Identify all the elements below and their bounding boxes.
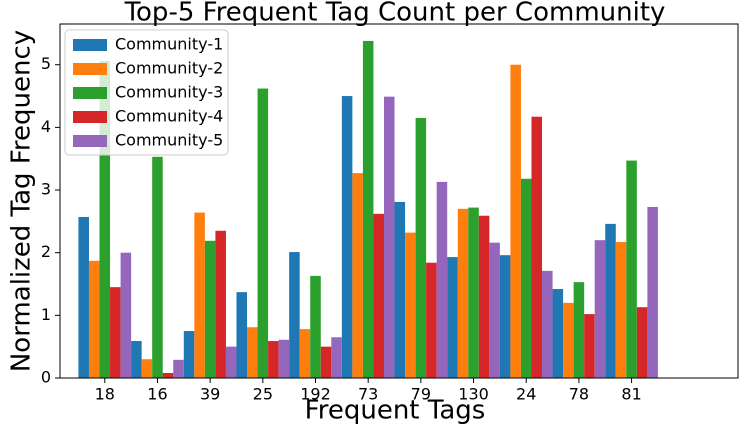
x-tick-label: 39: [200, 385, 220, 404]
bar: [88, 260, 100, 378]
bar: [99, 60, 111, 379]
bar: [594, 240, 606, 378]
bar: [215, 230, 226, 378]
x-tick-label: 192: [300, 385, 331, 404]
bar: [289, 252, 300, 378]
x-tick-label: 25: [253, 385, 273, 404]
bar: [405, 232, 416, 378]
bar: [415, 117, 427, 378]
x-tick-label: 79: [411, 385, 431, 404]
y-tick-label: 5: [41, 54, 51, 73]
x-axis-label: Frequent Tags: [305, 396, 486, 426]
bar: [531, 116, 543, 379]
y-axis-label: Normalized Tag Frequency: [7, 30, 37, 372]
bar: [120, 252, 132, 378]
bar: [394, 201, 406, 378]
legend-label: Community-3: [115, 83, 223, 102]
bar: [78, 216, 89, 378]
legend-label: Community-1: [115, 35, 223, 54]
bar: [552, 289, 564, 378]
legend-label: Community-2: [115, 59, 223, 78]
bar: [383, 96, 395, 378]
bar: [605, 223, 616, 378]
bar: [352, 173, 363, 378]
legend-swatch: [73, 135, 107, 147]
bar: [183, 331, 195, 378]
x-tick-label: 130: [458, 385, 489, 404]
bar: [468, 207, 479, 378]
bar: [141, 359, 153, 378]
y-tick-label: 0: [41, 368, 51, 387]
bar: [320, 346, 332, 378]
plot-frame: [59, 23, 739, 379]
bar: [520, 178, 532, 378]
bar: [152, 156, 163, 378]
y-tick-label: 4: [41, 117, 51, 136]
bar: [373, 213, 384, 378]
bar: [204, 240, 216, 378]
legend-label: Community-5: [115, 131, 223, 150]
bar: [478, 215, 490, 378]
bar: [310, 275, 321, 378]
legend-swatch: [73, 39, 107, 51]
bar: [268, 341, 279, 378]
bar: [173, 359, 184, 378]
legend-swatch: [73, 87, 107, 99]
x-tick-label: 18: [95, 385, 115, 404]
bar: [563, 302, 574, 378]
bar: [110, 287, 121, 378]
bar: [362, 40, 374, 379]
bar: [489, 242, 500, 378]
bar: [331, 337, 342, 378]
bar: [647, 206, 658, 378]
y-tick-label: 3: [41, 180, 51, 199]
bar: [236, 292, 248, 378]
bar: [542, 270, 553, 378]
bar: [278, 339, 290, 378]
legend-swatch: [73, 63, 107, 75]
bar: [194, 212, 205, 378]
x-tick-label: 73: [358, 385, 378, 404]
bar: [131, 341, 142, 378]
bar: [341, 96, 353, 378]
bar: [299, 329, 311, 378]
bar: [426, 262, 437, 378]
legend-label: Community-4: [115, 107, 223, 126]
bar: [510, 64, 521, 379]
bar: [447, 257, 458, 378]
bar: [457, 208, 469, 378]
x-tick-label: 78: [569, 385, 589, 404]
x-tick-label: 24: [516, 385, 536, 404]
bar: [573, 282, 585, 378]
x-tick-label: 16: [147, 385, 167, 404]
x-tick-label: 81: [621, 385, 641, 404]
bar: [499, 255, 511, 378]
bar: [615, 242, 627, 378]
legend-swatch: [73, 111, 107, 123]
bar: [225, 346, 237, 378]
y-tick-label: 1: [41, 305, 51, 324]
chart-title: Top-5 Frequent Tag Count per Community: [124, 0, 666, 28]
legend-box: [64, 29, 229, 156]
bar: [626, 160, 637, 378]
y-tick-label: 2: [41, 242, 51, 261]
bar: [584, 314, 595, 378]
bar: [436, 181, 448, 378]
bar: [162, 372, 174, 378]
bar: [247, 327, 258, 378]
bar: [257, 88, 269, 378]
bar: [636, 307, 648, 378]
